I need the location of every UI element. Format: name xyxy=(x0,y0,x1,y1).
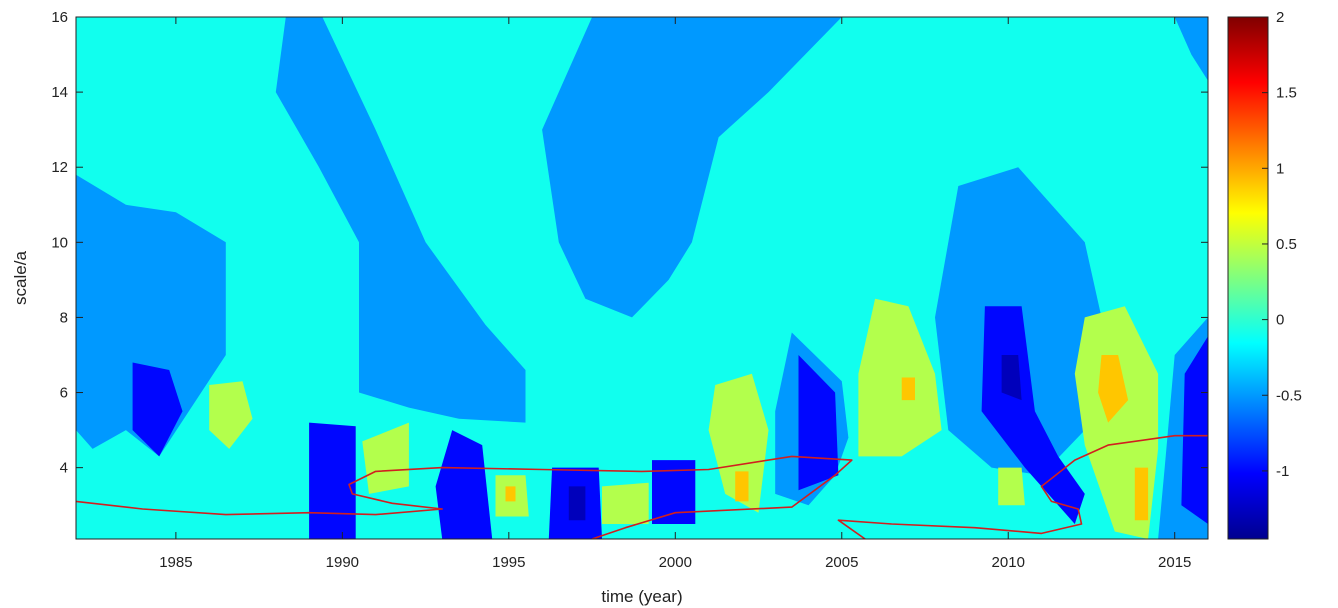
x-tick-label-1985: 1985 xyxy=(159,554,192,571)
colorbar-tick-label-3: 0.5 xyxy=(1276,236,1297,253)
contour-region-29 xyxy=(505,486,516,502)
contour-region-11 xyxy=(652,460,696,524)
colorbar-tick-label-0: -1 xyxy=(1276,463,1289,480)
colorbar-tick-label-2: 0 xyxy=(1276,312,1284,329)
contour-region-18 xyxy=(362,422,409,494)
significance-line-1 xyxy=(837,434,1208,539)
contour-region-16 xyxy=(568,486,586,521)
colorbar-tick-label-4: 1 xyxy=(1276,160,1284,177)
y-tick-label-14: 14 xyxy=(51,84,68,101)
contour-region-12 xyxy=(798,355,839,491)
x-axis-label: time (year) xyxy=(601,587,682,606)
y-tick-label-12: 12 xyxy=(51,159,68,176)
x-tick-label-1990: 1990 xyxy=(326,554,359,571)
contour-region-25 xyxy=(1098,355,1129,423)
contour-region-1 xyxy=(275,17,526,423)
contour-region-22 xyxy=(858,298,942,457)
y-axis-label: scale/a xyxy=(11,251,30,305)
contour-plot-area xyxy=(76,17,1208,539)
colorbar-tick-label-5: 1.5 xyxy=(1276,85,1297,102)
colorbar: -1 -0.5 0 0.5 1 1.5 2 xyxy=(1227,9,1302,540)
significance-contours xyxy=(76,434,1208,539)
y-tick-label-8: 8 xyxy=(60,309,68,326)
y-tick-label-4: 4 xyxy=(60,460,68,477)
contour-region-17 xyxy=(209,381,253,449)
x-tick-label-2015: 2015 xyxy=(1158,554,1191,571)
colorbar-tick-label-1: -0.5 xyxy=(1276,387,1302,404)
x-tick-label-2005: 2005 xyxy=(825,554,858,571)
contour-region-14 xyxy=(1181,336,1208,524)
contour-region-8 xyxy=(309,422,356,539)
plot-frame xyxy=(75,16,1209,540)
x-tick-label-2010: 2010 xyxy=(992,554,1025,571)
y-tick-label-16: 16 xyxy=(51,9,68,26)
contour-region-15 xyxy=(1001,355,1022,401)
contour-region-20 xyxy=(602,482,649,524)
contour-region-27 xyxy=(901,377,915,401)
significance-line-0 xyxy=(76,455,853,539)
contour-regions xyxy=(76,17,1208,539)
colorbar-ticks: -1 -0.5 0 0.5 1 1.5 2 xyxy=(1262,9,1302,480)
contour-region-2 xyxy=(542,17,842,318)
contour-region-9 xyxy=(435,430,493,539)
y-tick-label-10: 10 xyxy=(51,234,68,251)
x-tick-label-2000: 2000 xyxy=(659,554,692,571)
x-axis-ticks: 1985 1990 1995 2000 2005 2010 2015 xyxy=(159,17,1191,571)
contour-region-26 xyxy=(1134,467,1149,521)
contour-region-24 xyxy=(998,467,1025,506)
y-axis-ticks: 4 6 8 10 12 14 16 xyxy=(51,9,1208,477)
colorbar-gradient xyxy=(1227,16,1269,540)
contour-region-21 xyxy=(708,373,769,513)
contour-region-7 xyxy=(132,362,183,457)
x-tick-label-1995: 1995 xyxy=(492,554,525,571)
y-tick-label-6: 6 xyxy=(60,385,68,402)
contour-region-5 xyxy=(1174,17,1208,81)
colorbar-tick-label-6: 2 xyxy=(1276,9,1284,26)
contour-region-0 xyxy=(76,174,226,457)
contour-region-28 xyxy=(735,471,749,502)
